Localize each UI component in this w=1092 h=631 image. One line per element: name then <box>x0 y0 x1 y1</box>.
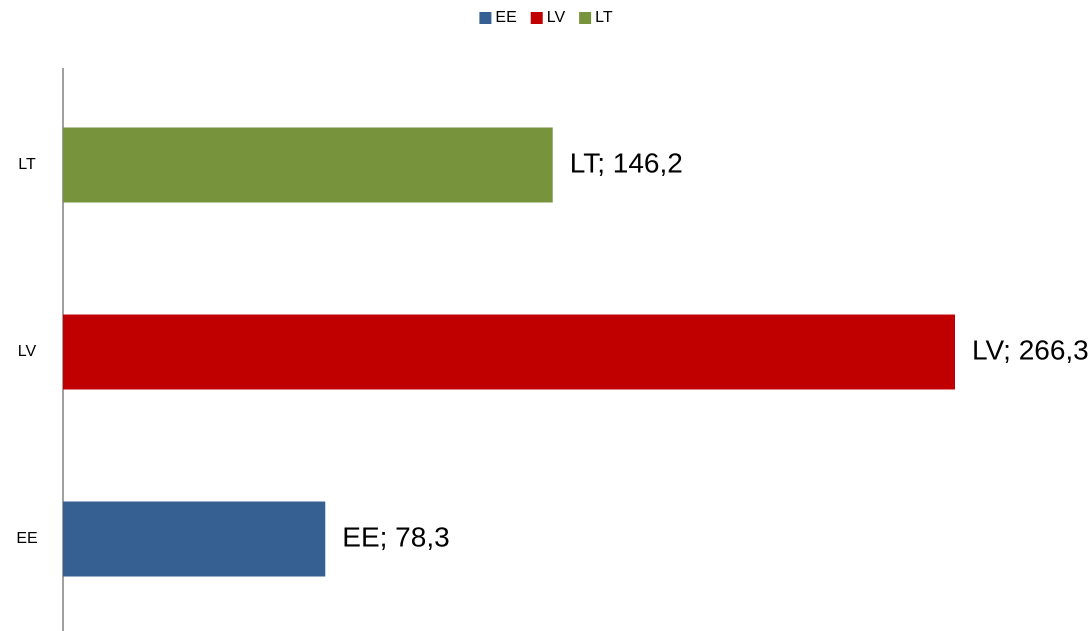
legend-label: LV <box>547 9 566 26</box>
bar <box>63 314 955 390</box>
bar <box>63 501 326 577</box>
legend-swatch <box>579 12 592 24</box>
bar <box>63 127 553 203</box>
legend-label: LT <box>595 9 613 26</box>
data-label: LV; 266,3 <box>972 334 1089 365</box>
y-tick-label: EE <box>16 530 37 547</box>
y-tick-label: LV <box>18 343 37 360</box>
legend-swatch <box>530 12 543 24</box>
legend-swatch <box>479 12 492 24</box>
y-tick-label: LT <box>18 156 36 173</box>
data-label: LT; 146,2 <box>570 147 683 178</box>
data-label: EE; 78,3 <box>342 521 449 552</box>
legend-label: EE <box>495 9 516 26</box>
